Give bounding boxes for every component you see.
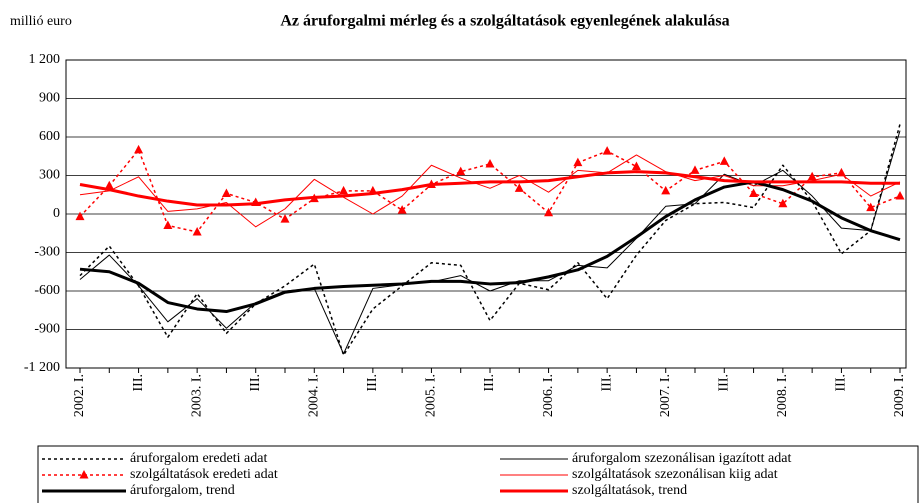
chart-title: Az áruforgalmi mérleg és a szolgáltatáso… [280, 13, 729, 30]
series-marker [573, 157, 583, 167]
series-marker [104, 180, 114, 190]
series-marker [192, 226, 202, 236]
y-tick-label: -1 200 [24, 360, 60, 375]
y-tick-label: 600 [39, 129, 60, 144]
x-tick-label: 2004. I. [307, 374, 322, 417]
y-tick-label: -900 [34, 322, 60, 337]
series-marker [631, 161, 641, 171]
x-tick-label: 2006. I. [541, 374, 556, 417]
series-marker [339, 185, 349, 195]
legend-label: szolgáltatások eredeti adat [130, 467, 278, 482]
series-marker [690, 165, 700, 174]
series-marker [456, 166, 466, 176]
x-tick-label: 2007. I. [658, 374, 673, 417]
x-tick-label: III. [834, 374, 849, 392]
series-marker [134, 144, 144, 154]
series-line [79, 180, 901, 314]
y-tick-label: 900 [39, 91, 60, 106]
x-tick-label: 2003. I. [189, 374, 204, 417]
x-tick-label: 2009. I. [892, 374, 907, 417]
series-marker [719, 156, 729, 165]
series-marker [514, 183, 524, 192]
y-tick-label: 1 200 [29, 52, 61, 67]
x-tick-label: III. [365, 374, 380, 392]
legend-label: szolgáltatások, trend [572, 483, 687, 498]
series-line [79, 123, 901, 356]
series-marker [221, 188, 231, 197]
series-marker [163, 220, 173, 230]
legend-marker [79, 470, 89, 479]
series-marker [661, 185, 671, 195]
legend-label: áruforgalom eredeti adat [130, 451, 267, 466]
series-marker [807, 171, 817, 181]
x-tick-label: 2008. I. [775, 374, 790, 417]
legend-box [37, 445, 919, 503]
y-tick-label: 0 [53, 206, 60, 221]
series-marker [280, 214, 290, 223]
series-marker [397, 205, 407, 214]
y-tick-label: -600 [34, 283, 60, 298]
series-marker [866, 202, 876, 212]
legend-label: áruforgalom szezonálisan igazított adat [572, 451, 791, 466]
series-marker [75, 211, 85, 221]
series-line [79, 170, 900, 207]
legend-label: áruforgalom, trend [130, 483, 235, 498]
series-marker [749, 188, 759, 197]
series-marker [895, 191, 905, 200]
y-tick-label: 300 [39, 168, 60, 183]
y-axis-label: millió euro [10, 14, 72, 29]
x-tick-label: 2002. I. [72, 374, 87, 417]
x-tick-label: III. [599, 374, 614, 392]
series-line [79, 149, 901, 233]
legend-label: szolgáltatások szezonálisan kiig adat [572, 467, 778, 482]
series-marker [544, 207, 554, 217]
series-marker [778, 198, 788, 208]
x-tick-label: 2005. I. [424, 374, 439, 417]
y-tick-label: -300 [34, 245, 60, 260]
x-tick-label: III. [482, 374, 497, 392]
x-tick-label: III. [248, 374, 263, 392]
x-tick-label: III. [717, 374, 732, 392]
series-marker [602, 146, 612, 155]
x-tick-label: III. [131, 374, 146, 392]
series-marker [485, 158, 495, 168]
